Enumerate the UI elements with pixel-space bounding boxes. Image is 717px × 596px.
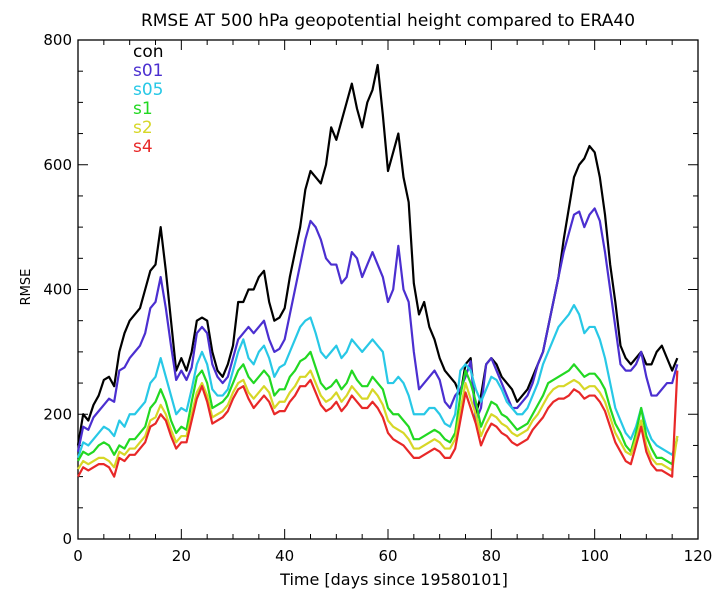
legend-entry-con: con [133,42,164,62]
series-line-s2 [77,369,679,472]
x-tick-label: 40 [275,547,294,565]
y-tick-label: 0 [62,530,72,548]
y-tick-label: 400 [43,281,72,299]
legend-entry-s05: s05 [133,80,164,100]
x-tick-label: 80 [482,547,501,565]
series-line-s01 [76,207,679,452]
y-tick-label: 200 [43,405,72,423]
y-tick-label: 600 [43,156,72,174]
x-tick-label: 0 [73,547,83,565]
x-tick-label: 20 [172,547,191,565]
series-line-s1 [77,350,679,466]
y-tick-label: 800 [43,31,72,49]
legend-entry-s01: s01 [133,61,164,81]
plot-frame [77,39,699,540]
x-axis-label: Time [days since 19580101] [279,570,508,589]
x-tick-label: 120 [684,547,713,565]
legend-entry-s1: s1 [133,99,153,119]
plot-area: 0 20 40 60 80 100 120 0 200 400 600 800 [43,31,712,565]
chart-title: RMSE AT 500 hPa geopotential height comp… [141,11,635,31]
legend-entry-s2: s2 [133,118,153,138]
x-tick-label: 60 [378,547,397,565]
legend-entry-s4: s4 [133,137,153,157]
y-axis-label: RMSE [19,269,34,306]
x-tick-label: 100 [580,547,609,565]
series-line-s05 [76,303,679,459]
series-line-con [76,63,679,446]
series-line-s4 [77,370,679,478]
